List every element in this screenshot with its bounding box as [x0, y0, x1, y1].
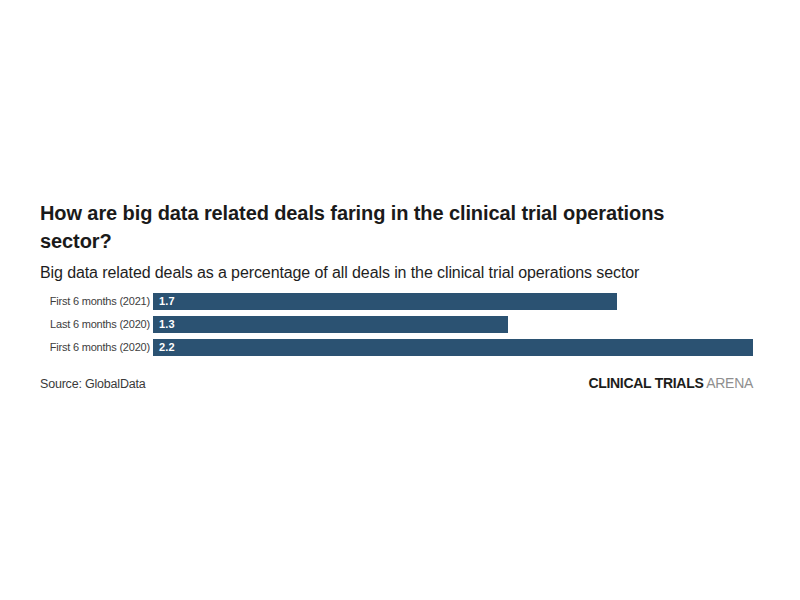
bar: 1.7	[153, 293, 617, 310]
bar-track: 1.7	[153, 293, 753, 310]
chart-container: How are big data related deals faring in…	[40, 199, 753, 391]
bar: 1.3	[153, 316, 508, 333]
bar-value-label: 1.7	[153, 295, 175, 307]
chart-subtitle: Big data related deals as a percentage o…	[40, 263, 753, 282]
bar-track: 1.3	[153, 316, 753, 333]
brand-logo-light: ARENA	[706, 375, 753, 391]
category-label: Last 6 months (2020)	[40, 318, 153, 330]
source-credit: Source: GlobalData	[40, 377, 146, 391]
brand-logo: CLINICAL TRIALS ARENA	[588, 375, 753, 391]
brand-logo-bold: CLINICAL TRIALS	[588, 375, 703, 391]
bar-row: First 6 months (2021)1.7	[40, 293, 753, 310]
page: How are big data related deals faring in…	[0, 0, 800, 600]
category-label: First 6 months (2021)	[40, 295, 153, 307]
bar: 2.2	[153, 339, 753, 356]
chart-footer: Source: GlobalData CLINICAL TRIALS ARENA	[40, 375, 753, 391]
category-label: First 6 months (2020)	[40, 341, 153, 353]
chart-title: How are big data related deals faring in…	[40, 199, 665, 256]
bar-track: 2.2	[153, 339, 753, 356]
bar-row: First 6 months (2020)2.2	[40, 339, 753, 356]
bar-value-label: 1.3	[153, 318, 175, 330]
bar-rows: First 6 months (2021)1.7Last 6 months (2…	[40, 293, 753, 356]
bar-value-label: 2.2	[153, 341, 175, 353]
bar-row: Last 6 months (2020)1.3	[40, 316, 753, 333]
